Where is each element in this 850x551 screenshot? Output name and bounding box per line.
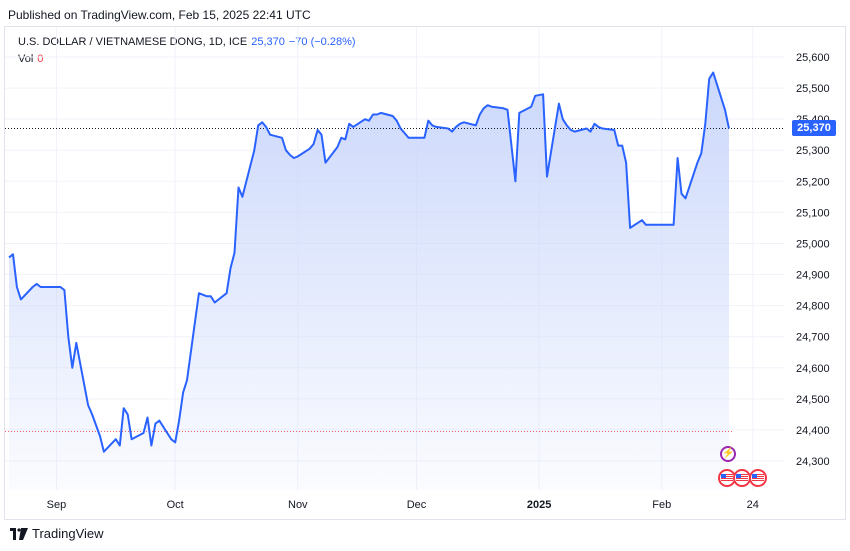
us-flag-icon[interactable]: [718, 469, 736, 487]
x-tick-label: Dec: [407, 499, 427, 511]
volume-label[interactable]: Vol: [18, 53, 34, 65]
x-tick-label: Sep: [47, 499, 67, 511]
y-tick-label: 25,300: [796, 145, 830, 157]
footer-brand: TradingView: [10, 526, 104, 541]
price-line: [8, 71, 730, 453]
us-flag-icon[interactable]: [749, 469, 767, 487]
tradingview-logo-icon: [10, 527, 28, 540]
x-tick-label: Nov: [288, 499, 308, 511]
x-tick-label: 24: [747, 499, 759, 511]
symbol-name[interactable]: U.S. DOLLAR / VIETNAMESE DONG, 1D, ICE: [18, 36, 248, 48]
y-tick-label: 24,800: [796, 301, 830, 313]
y-tick-label: 25,600: [796, 52, 830, 64]
price-series-line: [8, 71, 730, 453]
y-tick-label: 24,400: [796, 425, 830, 437]
x-axis[interactable]: Sep Oct Nov Dec 2025 Feb 24: [47, 499, 759, 511]
last-price-tag: 25,370: [792, 120, 836, 136]
volume-value: 0: [37, 53, 44, 65]
footer-brand-name: TradingView: [32, 526, 104, 541]
x-tick-label: 2025: [527, 499, 551, 511]
y-tick-label: 24,700: [796, 332, 830, 344]
y-tick-label: 24,500: [796, 394, 830, 406]
y-tick-label: 25,500: [796, 83, 830, 95]
price-area-fill: [9, 72, 729, 490]
legend-symbol-row: U.S. DOLLAR / VIETNAMESE DONG, 1D, ICE 25…: [18, 34, 356, 51]
y-tick-label: 24,900: [796, 270, 830, 282]
lightning-icon[interactable]: ⚡: [720, 446, 736, 462]
price-change: −70 (−0.28%): [288, 36, 356, 48]
y-tick-label: 24,600: [796, 363, 830, 375]
x-tick-label: Feb: [652, 499, 671, 511]
x-tick-label: Oct: [167, 499, 184, 511]
chart-legend: U.S. DOLLAR / VIETNAMESE DONG, 1D, ICE 25…: [18, 34, 356, 68]
reference-lines: [5, 127, 785, 432]
published-note: Published on TradingView.com, Feb 15, 20…: [8, 8, 311, 22]
y-tick-label: 25,100: [796, 207, 830, 219]
y-tick-label: 25,000: [796, 238, 830, 250]
price-area: [9, 72, 729, 490]
last-price: 25,370: [251, 36, 285, 48]
legend-volume-row: Vol 0: [18, 51, 356, 68]
y-axis[interactable]: 25,60025,50025,40025,30025,20025,10025,0…: [796, 52, 830, 468]
y-tick-label: 24,300: [796, 456, 830, 468]
chart-pane[interactable]: [4, 26, 846, 520]
y-tick-label: 25,200: [796, 176, 830, 188]
us-flag-icon[interactable]: [733, 469, 751, 487]
